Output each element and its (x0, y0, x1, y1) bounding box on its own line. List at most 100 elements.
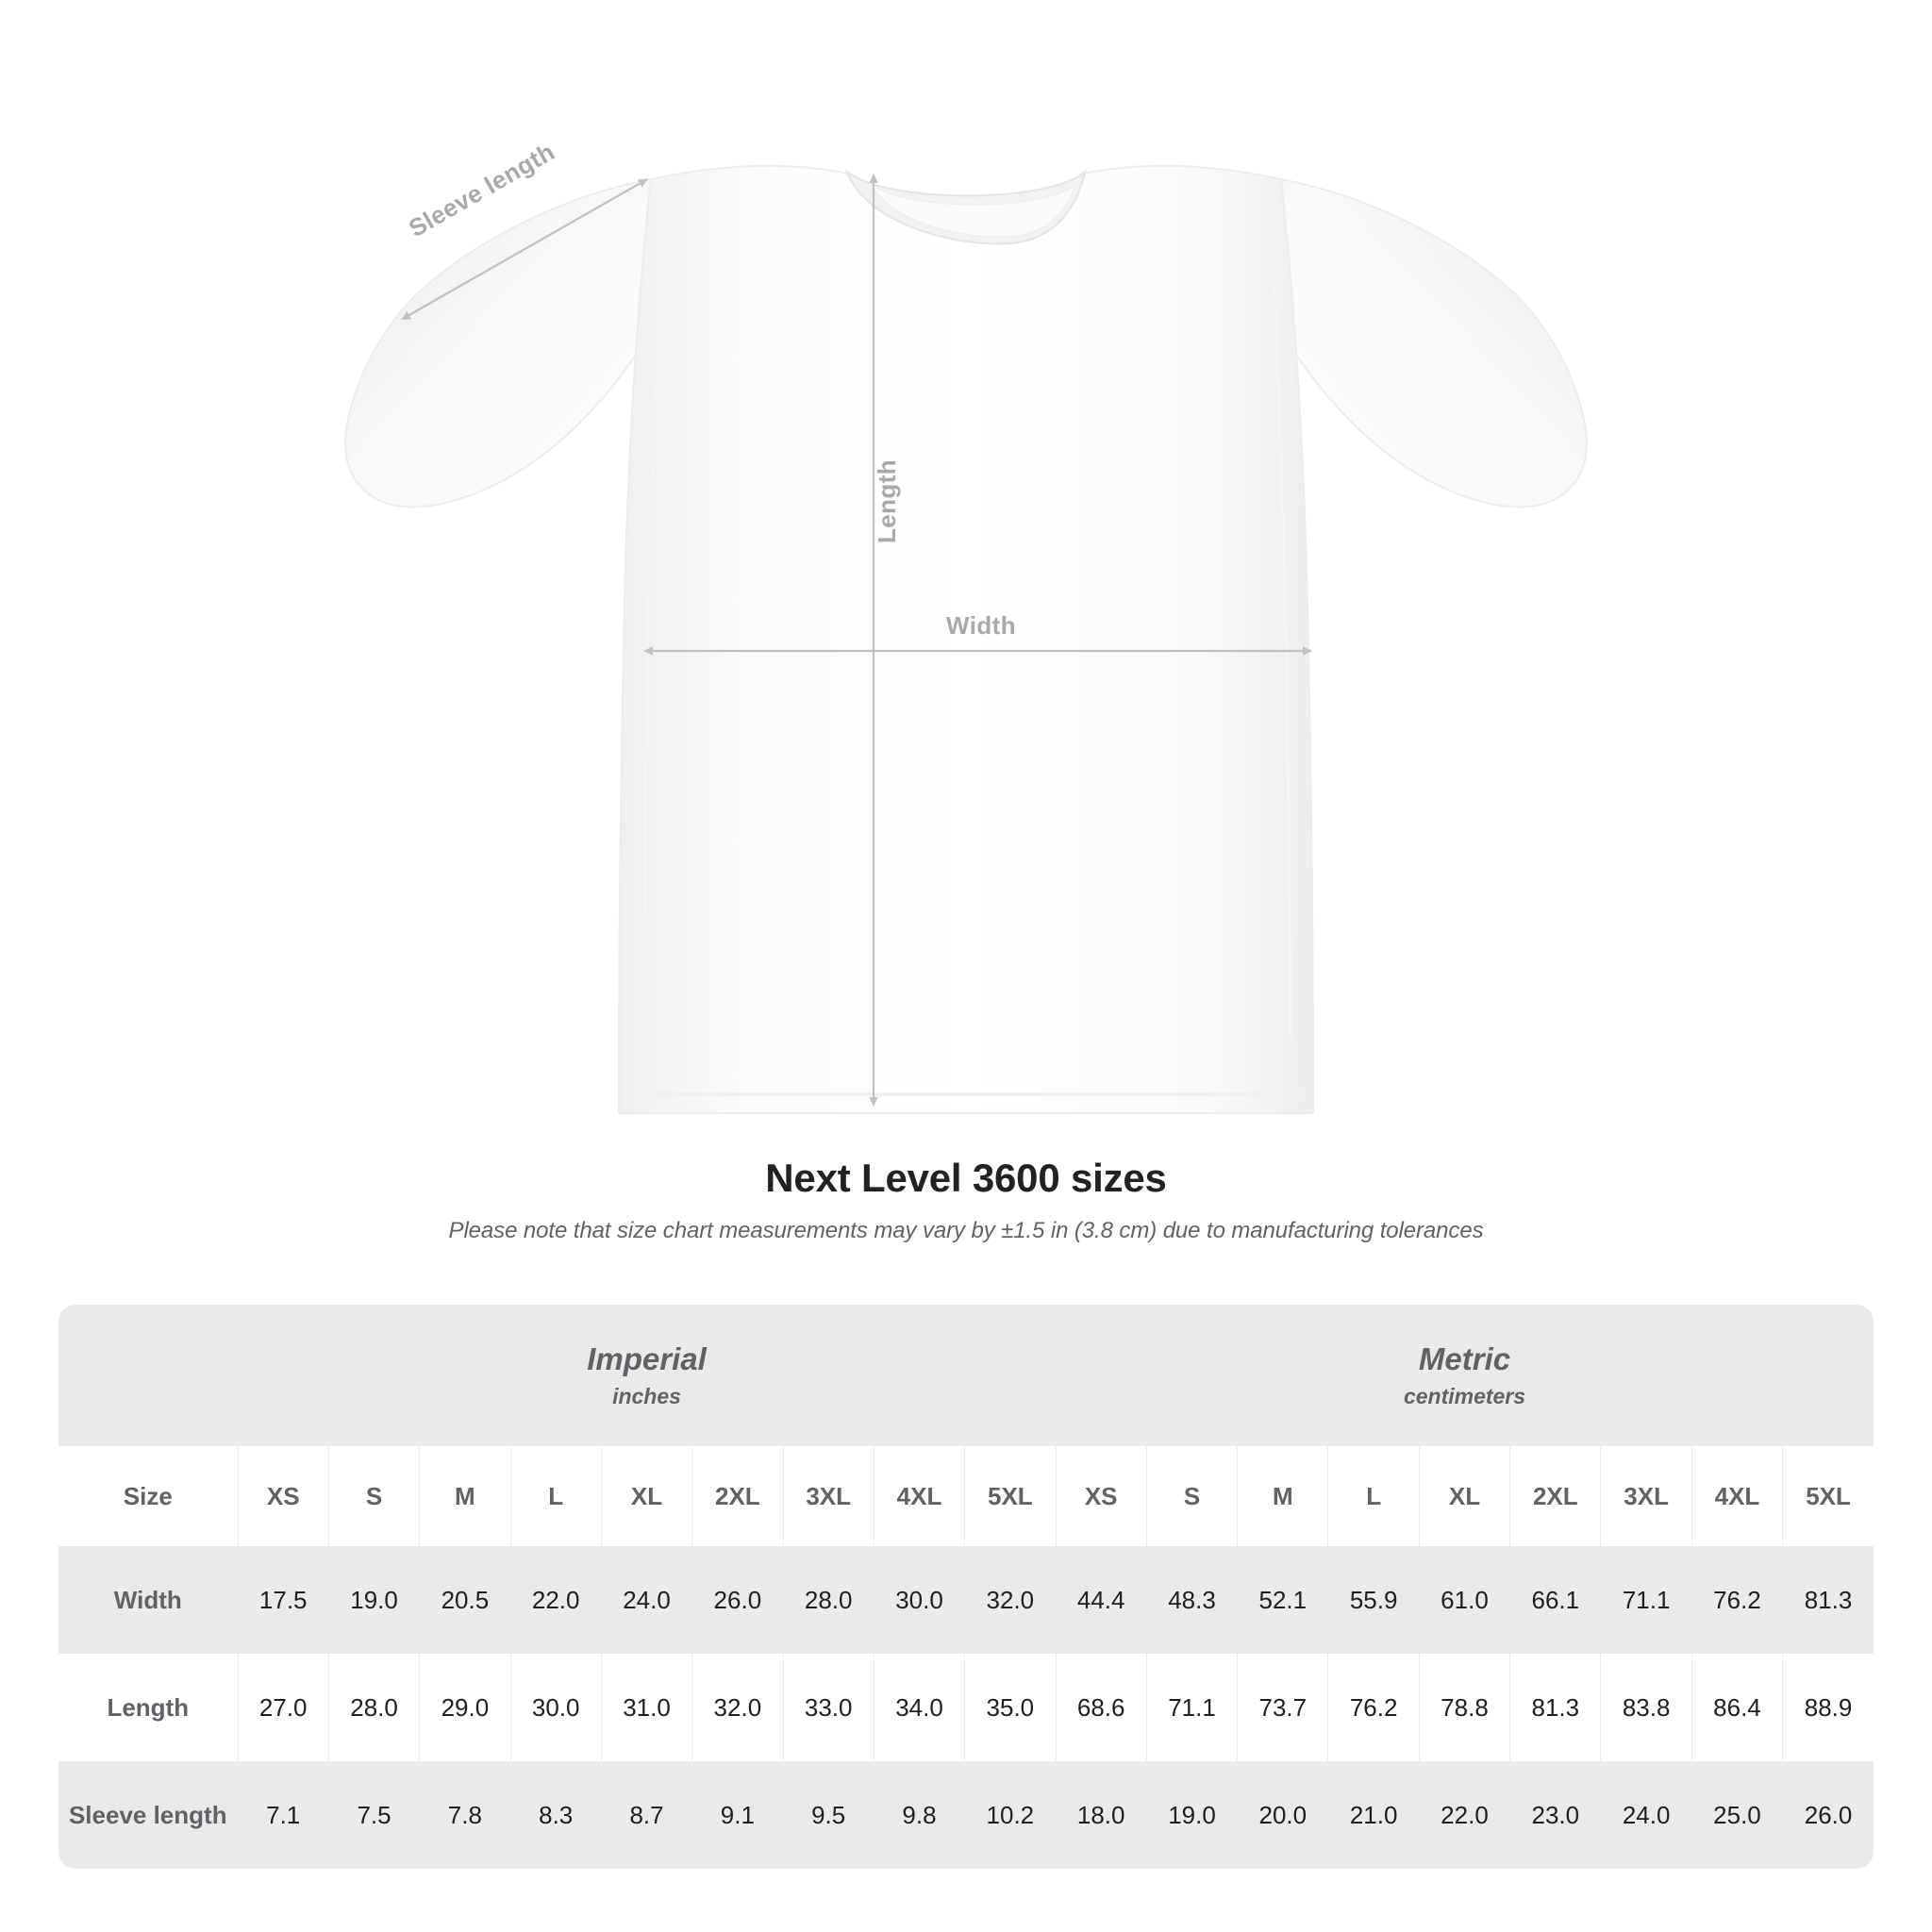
size-header-xl-metric: XL (1419, 1446, 1511, 1546)
size-header-5xl-metric: 5XL (1782, 1446, 1874, 1546)
cell-width-5xl-imperial: 32.0 (964, 1546, 1057, 1654)
cell-sleeve-length-l-metric: 21.0 (1327, 1761, 1420, 1869)
cell-sleeve-length-5xl-metric: 26.0 (1782, 1761, 1874, 1869)
cell-length-xl-metric: 78.8 (1419, 1654, 1511, 1761)
size-header-row: Size XS S M L XL 2XL 3XL 4XL 5XL XS S M L XL 2XL 3XL 4XL… (58, 1446, 1874, 1546)
unit-group-metric-system: Metric (1418, 1341, 1511, 1377)
cell-length-3xl-metric: 83.8 (1600, 1654, 1692, 1761)
size-header-4xl-metric: 4XL (1691, 1446, 1784, 1546)
cell-width-4xl-imperial: 30.0 (874, 1546, 966, 1654)
cell-width-m-imperial: 20.5 (419, 1546, 511, 1654)
cell-width-2xl-imperial: 26.0 (691, 1546, 784, 1654)
cell-length-xs-metric: 68.6 (1055, 1654, 1147, 1761)
length-label: Length (873, 459, 901, 543)
cell-sleeve-length-4xl-imperial: 9.8 (874, 1761, 966, 1869)
title-block: Next Level 3600 sizes Please note that s… (0, 1156, 1932, 1244)
cell-width-3xl-metric: 71.1 (1600, 1546, 1692, 1654)
cell-length-l-metric: 76.2 (1327, 1654, 1420, 1761)
width-label: Width (946, 611, 1016, 640)
cell-length-xs-imperial: 27.0 (237, 1654, 329, 1761)
cell-sleeve-length-l-imperial: 8.3 (510, 1761, 602, 1869)
cell-length-2xl-metric: 81.3 (1509, 1654, 1602, 1761)
table-row: Length 27.0 28.0 29.0 30.0 31.0 32.0 33.0 34.0 35… (58, 1654, 1874, 1761)
page-title: Next Level 3600 sizes (765, 1156, 1167, 1200)
tshirt-diagram: Sleeve length Length Width (344, 137, 1588, 1114)
tshirt-illustration (344, 164, 1588, 1114)
tshirt-fold-left (641, 282, 662, 1039)
cell-length-m-imperial: 29.0 (419, 1654, 511, 1761)
page-subtitle: Please note that size chart measurements… (448, 1218, 1484, 1243)
unit-group-imperial: Imperial inches (238, 1305, 1056, 1446)
cell-sleeve-length-2xl-imperial: 9.1 (691, 1761, 784, 1869)
cell-width-xl-metric: 61.0 (1419, 1546, 1511, 1654)
cell-width-2xl-metric: 66.1 (1509, 1546, 1602, 1654)
table-row: Sleeve length 7.1 7.5 7.8 8.3 8.7 9.1 9.5 9.8 10.… (58, 1761, 1874, 1869)
unit-group-imperial-unit: inches (612, 1383, 681, 1408)
width-guide: Width (643, 611, 1312, 656)
row-label-sleeve-length: Sleeve length (58, 1761, 239, 1869)
cell-sleeve-length-xs-imperial: 7.1 (237, 1761, 329, 1869)
cell-sleeve-length-5xl-imperial: 10.2 (964, 1761, 1057, 1869)
size-header-l-metric: L (1327, 1446, 1420, 1546)
cell-length-m-metric: 73.7 (1237, 1654, 1329, 1761)
cell-width-l-imperial: 22.0 (510, 1546, 602, 1654)
table-row: Width 17.5 19.0 20.5 22.0 24.0 26.0 28.0 30.0 32.… (58, 1546, 1874, 1654)
unit-group-metric-unit: centimeters (1403, 1383, 1526, 1408)
cell-width-xs-metric: 44.4 (1055, 1546, 1147, 1654)
cell-sleeve-length-xl-metric: 22.0 (1419, 1761, 1511, 1869)
unit-spacer-cell (58, 1305, 239, 1446)
cell-length-5xl-imperial: 35.0 (964, 1654, 1057, 1761)
size-header-label: Size (58, 1446, 239, 1546)
length-guide: Length (869, 174, 901, 1107)
size-header-s-metric: S (1146, 1446, 1239, 1546)
cell-sleeve-length-4xl-metric: 25.0 (1691, 1761, 1784, 1869)
unit-system-header-row: Imperial inches Metric centimeters (58, 1305, 1874, 1446)
cell-sleeve-length-s-imperial: 7.5 (328, 1761, 421, 1869)
cell-length-5xl-metric: 88.9 (1782, 1654, 1874, 1761)
cell-sleeve-length-3xl-metric: 24.0 (1600, 1761, 1692, 1869)
size-header-xs-metric: XS (1055, 1446, 1147, 1546)
size-chart-table: Imperial inches Metric centimeters Size … (58, 1305, 1874, 1869)
unit-group-imperial-system: Imperial (587, 1341, 707, 1377)
cell-width-l-metric: 55.9 (1327, 1546, 1420, 1654)
tshirt-fold-right (1272, 282, 1292, 1039)
size-header-2xl-metric: 2XL (1509, 1446, 1602, 1546)
cell-width-4xl-metric: 76.2 (1691, 1546, 1784, 1654)
cell-sleeve-length-m-imperial: 7.8 (419, 1761, 511, 1869)
cell-length-l-imperial: 30.0 (510, 1654, 602, 1761)
cell-width-3xl-imperial: 28.0 (783, 1546, 874, 1654)
cell-width-xl-imperial: 24.0 (601, 1546, 693, 1654)
row-label-length: Length (58, 1654, 239, 1761)
size-header-4xl-imperial: 4XL (874, 1446, 966, 1546)
size-header-xl-imperial: XL (601, 1446, 693, 1546)
cell-length-s-imperial: 28.0 (328, 1654, 421, 1761)
size-header-2xl-imperial: 2XL (691, 1446, 784, 1546)
cell-sleeve-length-2xl-metric: 23.0 (1509, 1761, 1602, 1869)
cell-sleeve-length-xs-metric: 18.0 (1055, 1761, 1147, 1869)
size-header-5xl-imperial: 5XL (964, 1446, 1057, 1546)
cell-width-xs-imperial: 17.5 (237, 1546, 329, 1654)
size-header-s-imperial: S (328, 1446, 421, 1546)
size-chart-table-wrapper: Imperial inches Metric centimeters Size … (58, 1305, 1874, 1869)
cell-length-3xl-imperial: 33.0 (783, 1654, 874, 1761)
cell-width-5xl-metric: 81.3 (1782, 1546, 1874, 1654)
cell-width-m-metric: 52.1 (1237, 1546, 1329, 1654)
cell-length-4xl-imperial: 34.0 (874, 1654, 966, 1761)
size-header-m-imperial: M (419, 1446, 511, 1546)
cell-length-2xl-imperial: 32.0 (691, 1654, 784, 1761)
cell-length-4xl-metric: 86.4 (1691, 1654, 1784, 1761)
unit-group-metric: Metric centimeters (1056, 1305, 1874, 1446)
tshirt-left-sleeve (344, 177, 652, 508)
cell-length-s-metric: 71.1 (1146, 1654, 1239, 1761)
size-header-m-metric: M (1237, 1446, 1329, 1546)
cell-sleeve-length-xl-imperial: 8.7 (601, 1761, 693, 1869)
size-header-xs-imperial: XS (237, 1446, 329, 1546)
tshirt-collar-inner (869, 182, 1077, 238)
sleeve-length-arrow (401, 178, 648, 320)
size-header-3xl-metric: 3XL (1600, 1446, 1692, 1546)
row-label-width: Width (58, 1546, 239, 1654)
cell-length-xl-imperial: 31.0 (601, 1654, 693, 1761)
size-header-3xl-imperial: 3XL (783, 1446, 874, 1546)
cell-width-s-metric: 48.3 (1146, 1546, 1239, 1654)
cell-width-s-imperial: 19.0 (328, 1546, 421, 1654)
